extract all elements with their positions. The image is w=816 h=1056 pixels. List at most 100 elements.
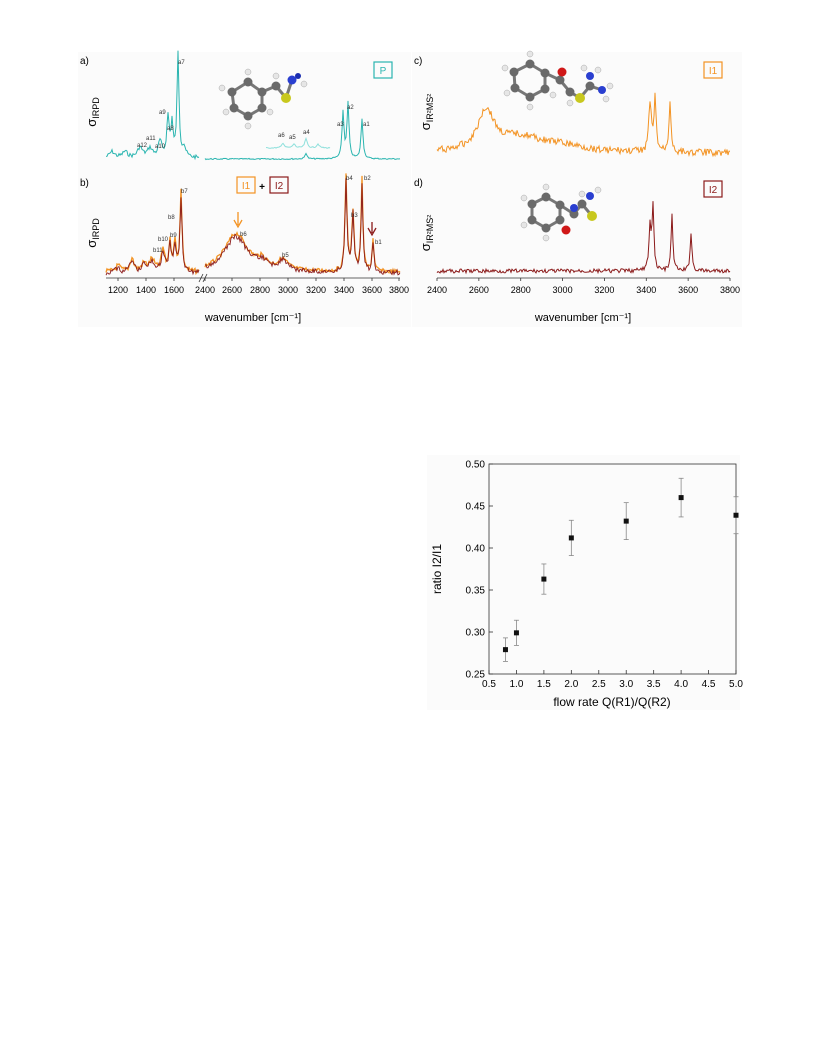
left-tick-label: 3600	[362, 285, 382, 295]
peak-b5: b5	[282, 253, 289, 259]
peak-b10: b10	[158, 237, 169, 243]
right-tick-label: 3800	[720, 285, 740, 295]
right-tick-label: 2800	[511, 285, 531, 295]
badge-c-i1	[703, 61, 723, 79]
peak-b11: b11	[153, 248, 163, 254]
trace-i1-ir2ms2	[436, 92, 731, 158]
data-point	[623, 518, 629, 524]
data-point	[513, 630, 519, 636]
badge-i2	[269, 176, 289, 194]
data-point	[733, 512, 739, 518]
badge-p-label: P	[380, 66, 387, 77]
right-tick-label: 3400	[636, 285, 656, 295]
trace-p	[105, 50, 401, 161]
right-x-ticks: 2400 2600 2800 3000 3200 3400 3600 3800	[427, 278, 740, 295]
peak-a11: a11	[146, 136, 156, 142]
panel-c: c) σIR²MS²	[414, 50, 731, 158]
chart-x-tick-label: 3.5	[647, 679, 661, 690]
badge-i1	[236, 176, 256, 194]
chart-y-tick-label: 0.35	[466, 586, 486, 597]
peak-a8: a8	[167, 126, 174, 132]
peak-b9: b9	[170, 233, 177, 239]
peak-a6: a6	[278, 133, 285, 139]
left-tick-label: 3000	[278, 285, 298, 295]
chart-x-tick-label: 0.5	[482, 679, 496, 690]
panel-c-ylabel: σIR²MS²	[418, 94, 435, 131]
chart-x-tick-label: 2.0	[564, 679, 578, 690]
panel-b-letter: b)	[80, 178, 89, 189]
left-tick-label: 3400	[334, 285, 354, 295]
peak-b6: b6	[240, 232, 247, 238]
data-point	[541, 576, 547, 582]
chart-x-tick-label: 1.5	[537, 679, 551, 690]
peak-b3: b3	[351, 213, 358, 219]
molecule-i2-icon	[520, 183, 602, 242]
chart-y-tick-label: 0.45	[466, 502, 486, 513]
left-x-ticks: 1200 1400 1600 2400 2600 2800 3000 3200 3400 3600…	[108, 278, 409, 295]
peak-a2: a2	[347, 105, 354, 111]
axis-break-icon	[198, 273, 208, 283]
peak-b8: b8	[168, 215, 175, 221]
molecule-i1-icon	[501, 50, 614, 111]
badge-d-i2	[703, 180, 723, 198]
panel-d-ylabel: σIR²MS²	[418, 215, 435, 252]
panel-d-letter: d)	[414, 178, 423, 189]
arrow-i2-icon	[367, 222, 377, 237]
right-tick-label: 3600	[678, 285, 698, 295]
molecule-p-icon	[218, 68, 308, 130]
left-tick-label: 3200	[306, 285, 326, 295]
peak-a5: a5	[289, 135, 296, 141]
arrow-i1-icon	[233, 212, 243, 229]
left-tick-label: 3800	[389, 285, 409, 295]
badge-i2-label: I2	[275, 181, 284, 192]
trace-i2-ir2ms2	[436, 201, 731, 275]
left-xlabel: wavenumber [cm⁻¹]	[204, 312, 301, 324]
chart-x-tick-label: 1.0	[509, 679, 523, 690]
chart-y-tick-label: 0.50	[466, 460, 486, 471]
peak-a1: a1	[363, 122, 370, 128]
left-tick-label: 1200	[108, 285, 128, 295]
peak-a4: a4	[303, 130, 310, 136]
peak-a12: a12	[137, 143, 148, 149]
panel-b: b) σIRPD I1 + I2 b7 b8 b9 b10 b11 b6 b5 …	[80, 173, 409, 324]
chart-frame	[488, 463, 737, 675]
peak-a3: a3	[337, 122, 344, 128]
left-tick-label: 2800	[250, 285, 270, 295]
chart-x-tick-label: 3.0	[619, 679, 633, 690]
left-panel-bg	[78, 52, 411, 327]
data-point	[678, 495, 684, 501]
peak-a10: a10	[155, 144, 166, 150]
data-point	[502, 647, 508, 653]
chart-axes: 0.5 1.0 1.5 2.0 2.5 3.0 3.5 4.0 4.5 5.0 0.25 0.30 0.…	[466, 460, 744, 691]
chart-y-tick-label: 0.30	[466, 628, 486, 639]
peak-a7: a7	[178, 60, 185, 66]
trace-i2-irpd	[105, 178, 401, 276]
ratio-chart: 0.5 1.0 1.5 2.0 2.5 3.0 3.5 4.0 4.5 5.0 0.25 0.30 0.…	[430, 460, 743, 710]
chart-x-tick-label: 5.0	[729, 679, 743, 690]
peak-b4: b4	[346, 176, 353, 182]
peak-b2: b2	[364, 176, 371, 182]
panel-a-ylabel: σIRPD	[84, 97, 101, 127]
badge-d-label: I2	[709, 185, 718, 196]
chart-ylabel: ratio I2/I1	[430, 544, 444, 594]
right-xlabel: wavenumber [cm⁻¹]	[534, 312, 631, 324]
panel-b-ylabel: σIRPD	[84, 218, 101, 248]
badge-i1-label: I1	[242, 181, 251, 192]
panel-a-letter: a)	[80, 56, 89, 67]
right-tick-label: 2400	[427, 285, 447, 295]
chart-bg	[427, 455, 740, 710]
panel-c-letter: c)	[414, 56, 422, 67]
left-tick-label: 2600	[222, 285, 242, 295]
chart-x-tick-label: 4.0	[674, 679, 688, 690]
chart-x-tick-label: 4.5	[702, 679, 716, 690]
chart-x-tick-label: 2.5	[592, 679, 606, 690]
left-tick-label: 2400	[195, 285, 215, 295]
right-tick-label: 2600	[469, 285, 489, 295]
data-point	[568, 535, 574, 541]
left-tick-label: 1400	[136, 285, 156, 295]
badge-p	[373, 61, 393, 79]
right-tick-label: 3000	[553, 285, 573, 295]
trace-p-inset	[265, 136, 331, 149]
plus-sign: +	[259, 182, 265, 193]
right-tick-label: 3200	[594, 285, 614, 295]
